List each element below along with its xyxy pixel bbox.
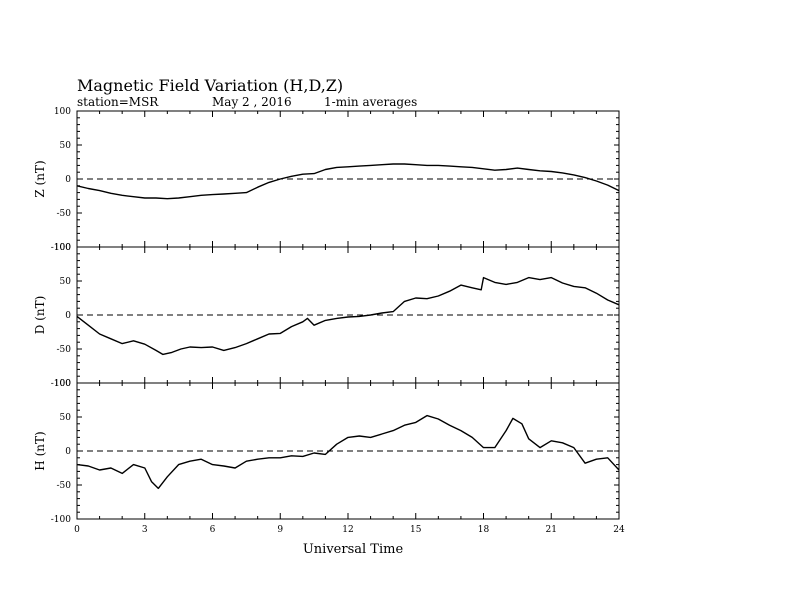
x-tick-labels: 0 3 6 9 12 15 18 21 24 bbox=[74, 525, 625, 535]
x-tick-label: 12 bbox=[342, 525, 353, 535]
series-line-h bbox=[76, 414, 620, 490]
panel-h: 100 50 0 -50 -100 H (nT) bbox=[33, 379, 620, 525]
x-tick-label: 24 bbox=[613, 525, 625, 535]
averaging-label: 1-min averages bbox=[324, 95, 417, 109]
y-tick-label: -50 bbox=[57, 345, 72, 355]
x-axis-label: Universal Time bbox=[303, 542, 404, 557]
y-tick-label: 50 bbox=[60, 277, 72, 287]
x-tick-label: 6 bbox=[210, 525, 216, 535]
series-line-d bbox=[76, 276, 620, 356]
x-tick-label: 18 bbox=[478, 525, 490, 535]
y-axis-label: H (nT) bbox=[33, 431, 47, 470]
x-tick-label: 9 bbox=[277, 525, 283, 535]
y-tick-label: 100 bbox=[54, 107, 71, 117]
y-tick-label: 50 bbox=[60, 141, 72, 151]
panel-d: 100 50 0 -50 -100 D (nT) bbox=[33, 243, 620, 389]
y-tick-label: 100 bbox=[54, 379, 71, 389]
station-label: station=MSR bbox=[77, 95, 159, 109]
x-tick-label: 21 bbox=[546, 525, 557, 535]
y-tick-label: -50 bbox=[57, 209, 72, 219]
y-tick-label: -100 bbox=[51, 243, 71, 253]
x-tick-label: 15 bbox=[410, 525, 422, 535]
chart-title: Magnetic Field Variation (H,D,Z) bbox=[77, 76, 343, 95]
y-tick-label: 100 bbox=[54, 243, 71, 253]
y-tick-label: 0 bbox=[65, 175, 71, 185]
y-tick-label: -100 bbox=[51, 515, 71, 525]
y-axis-label: Z (nT) bbox=[33, 160, 47, 197]
y-tick-label: 0 bbox=[65, 447, 71, 457]
x-tick-label: 3 bbox=[142, 525, 148, 535]
y-axis-label: D (nT) bbox=[33, 296, 47, 335]
y-tick-label: 50 bbox=[60, 413, 72, 423]
series-line-z bbox=[76, 163, 620, 200]
date-label: May 2 , 2016 bbox=[212, 95, 292, 109]
y-tick-label: 0 bbox=[65, 311, 71, 321]
y-tick-label: -50 bbox=[57, 481, 72, 491]
panel-z: 100 50 0 -50 -100 Z (nT) bbox=[33, 107, 620, 253]
x-tick-label: 0 bbox=[74, 525, 80, 535]
y-tick-label: -100 bbox=[51, 379, 71, 389]
